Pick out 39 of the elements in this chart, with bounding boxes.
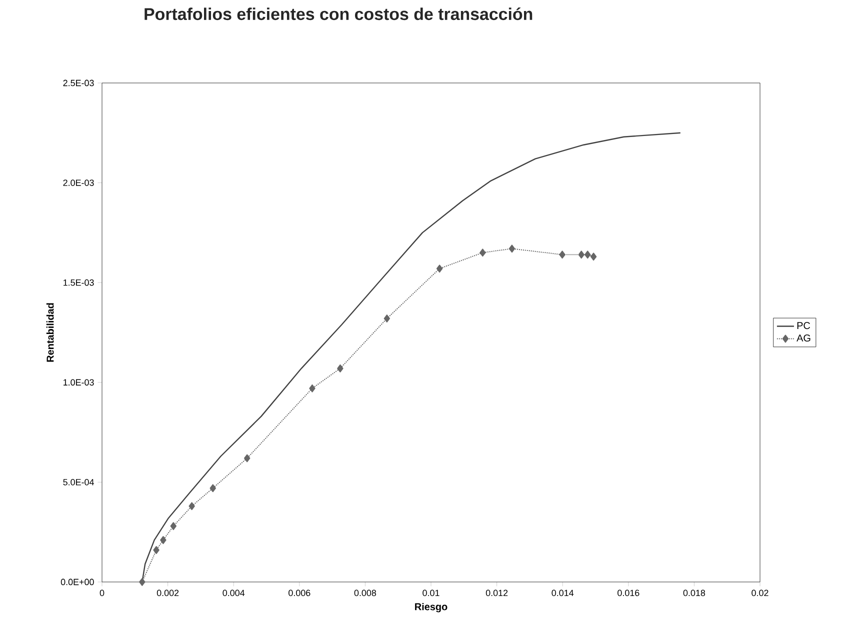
x-tick-label: 0.002 bbox=[156, 590, 179, 596]
x-tick-label: 0.008 bbox=[354, 590, 376, 596]
x-tick-label: 0.012 bbox=[486, 590, 508, 596]
point bbox=[508, 244, 516, 253]
y-tick-label: 2.5E-03 bbox=[63, 80, 94, 86]
legend-label: PC bbox=[797, 322, 810, 330]
x-tick-label: 0.006 bbox=[288, 590, 310, 596]
point bbox=[480, 248, 486, 257]
x-tick-label: 0.018 bbox=[683, 590, 706, 596]
point bbox=[584, 250, 591, 259]
y-tick-label: 5.0E-04 bbox=[63, 479, 94, 486]
point bbox=[384, 314, 390, 322]
y-tick-label: 0.0E+00 bbox=[60, 578, 94, 586]
y-tick-label: 1.5E-03 bbox=[64, 279, 94, 286]
point bbox=[160, 536, 166, 544]
point bbox=[337, 364, 344, 372]
point bbox=[436, 264, 443, 273]
point bbox=[139, 578, 146, 586]
point bbox=[309, 384, 316, 392]
point bbox=[559, 250, 566, 259]
point bbox=[244, 454, 250, 462]
y-tick-label: 2.0E-03 bbox=[63, 180, 94, 186]
point bbox=[170, 522, 177, 530]
x-axis-title: Riesgo bbox=[415, 602, 448, 612]
point bbox=[188, 502, 195, 510]
x-tick-label: 0 bbox=[100, 590, 104, 596]
point bbox=[590, 252, 597, 261]
point bbox=[153, 546, 160, 554]
y-tick-label: 1.0E-03 bbox=[64, 379, 94, 386]
y-axis-title: Rentabilidad bbox=[46, 303, 54, 362]
legend-label: AG bbox=[796, 334, 810, 342]
point bbox=[210, 484, 216, 492]
x-tick-label: 0.02 bbox=[752, 590, 768, 596]
x-tick-label: 0.016 bbox=[618, 590, 640, 596]
point bbox=[578, 250, 584, 259]
x-tick-label: 0.004 bbox=[222, 590, 245, 596]
x-tick-label: 0.014 bbox=[552, 590, 574, 596]
x-tick-label: 0.01 bbox=[422, 590, 440, 596]
chart-title: Portafolios eficientes con costos de transacción bbox=[144, 8, 532, 20]
